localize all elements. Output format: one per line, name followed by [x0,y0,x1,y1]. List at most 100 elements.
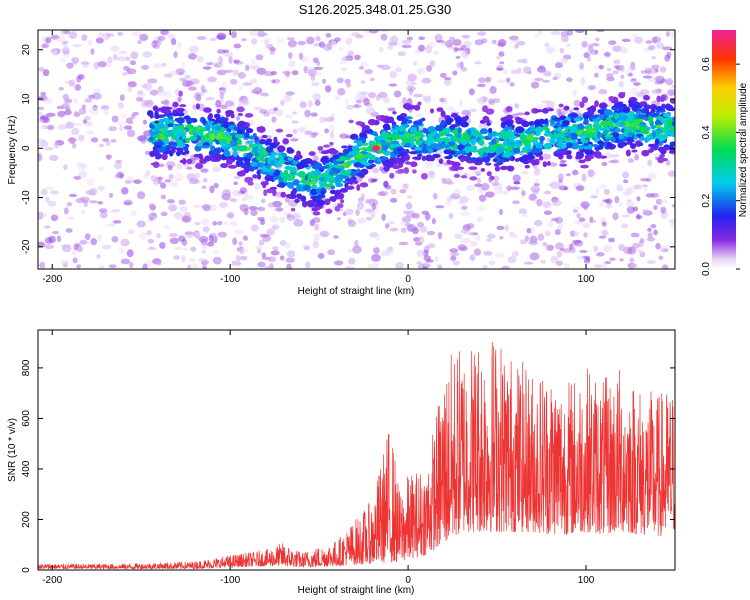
spectrogram-cell [511,250,519,257]
spectrogram-cell [303,245,310,251]
spectrogram-cell [344,208,354,215]
spectrogram-cell [523,212,528,218]
spectrogram-cell [107,56,113,64]
spectrogram-cell [129,261,134,269]
spectrogram-cell [498,51,505,57]
spectrogram-cell [232,189,242,197]
spectrogram-cell [336,77,344,84]
spectrogram-cell [445,133,454,137]
spectrogram-cell [573,206,580,211]
spectrogram-cell [496,67,504,71]
spectrogram-cell [462,123,467,128]
spectrogram-cell [399,189,407,194]
spectrogram-cell [509,231,515,238]
spectrogram-cell [296,127,306,133]
spectrogram-cell [303,184,311,191]
snr-frame [37,329,676,571]
spectrogram-cell [461,34,470,39]
spectrogram-cell [448,154,453,159]
spectrogram-cell [450,113,459,118]
spectrogram-cell [191,263,199,269]
spectrogram-cell [270,71,277,76]
spectrogram-cell [371,253,381,262]
spectrogram-cell [595,37,600,42]
spectrogram-cell [432,192,438,200]
spectrogram-cell [304,109,311,118]
spectrogram-cell [402,138,411,143]
spectrogram-cell [356,201,365,210]
spectrogram-cell [59,259,69,264]
spectrogram-cell [626,200,635,208]
spectrogram-cell [157,37,163,46]
spectrogram-cell [644,107,650,114]
spectrogram-cell [387,45,393,51]
spectrogram-cell [407,119,413,124]
spectrogram-cell [569,113,579,118]
spectrogram-cell [512,200,520,205]
spectrogram-cell [66,62,74,69]
spectrogram-cell [632,126,637,133]
spectrogram-cell [443,78,452,87]
spectrogram-cell [256,169,261,176]
spectrogram-cell [390,188,397,195]
spectrogram-cell [300,195,307,202]
spectrogram-cell [465,146,471,154]
spectrogram-cell [415,113,422,118]
spectrogram-cell [304,158,311,165]
spectrogram-cell [354,54,362,59]
spectrogram-cell [546,160,551,166]
spectrogram-cell [510,69,519,75]
spectrogram-cell [221,81,229,89]
spectrogram-cell [82,119,88,124]
spectrogram-cell [376,149,385,154]
spectrogram-cell [643,94,651,101]
spectrogram-cell [406,36,414,41]
spectrogram-cell [313,66,324,71]
spectrogram-cell [106,62,112,68]
spectrogram-cell [237,138,242,145]
spectrogram-cell [664,54,671,62]
spectrogram-cell [99,211,108,219]
spectrogram-cell [592,143,599,148]
spectrogram-cell [76,75,82,83]
spectrogram-cell [203,177,208,183]
spectrogram-cell [629,64,636,72]
spectrogram-cell [244,176,254,184]
spectrogram-cell [163,73,173,78]
spectrogram-cell [608,95,615,102]
spectrogram-cell [543,126,549,131]
spectrogram-cell [458,200,464,205]
spectrogram-cell [295,193,302,199]
spectrogram-cell [638,122,647,126]
snr-y-axis-label: SNR (10 * v/v) [7,418,18,482]
spectrogram-cell [421,210,429,215]
spectrogram-cell [172,124,177,131]
spectrogram-cell [614,112,620,120]
spectrogram-cell [135,96,144,102]
spectrogram-cell [629,257,635,263]
spectrogram-cell [521,120,530,128]
spectrogram-cell [312,93,321,101]
spectrogram-cell [310,132,317,138]
spectrogram-cell [407,195,413,199]
spectrogram-cell [450,252,460,257]
spectrogram-cell [656,127,662,134]
spectrogram-cell [389,197,398,203]
spectrogram-cell [497,39,507,47]
spectrogram-cell [38,111,43,117]
spectrogram-cell [619,258,624,262]
spectrogram-cell [560,159,567,163]
spectrogram-cell [469,254,476,262]
spectrogram-cell [234,229,245,234]
spectrogram-cell [313,233,321,241]
spectrogram-cell [317,193,326,199]
spectrogram-cell [562,248,571,254]
spectrogram-cell [627,158,634,163]
spectrogram-cell [514,103,520,109]
spectrogram-cell [98,265,105,269]
spectrogram-cell [235,254,241,262]
spectrogram-cell [647,232,653,238]
spectrogram-cell [564,138,570,144]
spectrogram-cell [267,256,277,263]
spectrogram-cell [421,172,428,180]
